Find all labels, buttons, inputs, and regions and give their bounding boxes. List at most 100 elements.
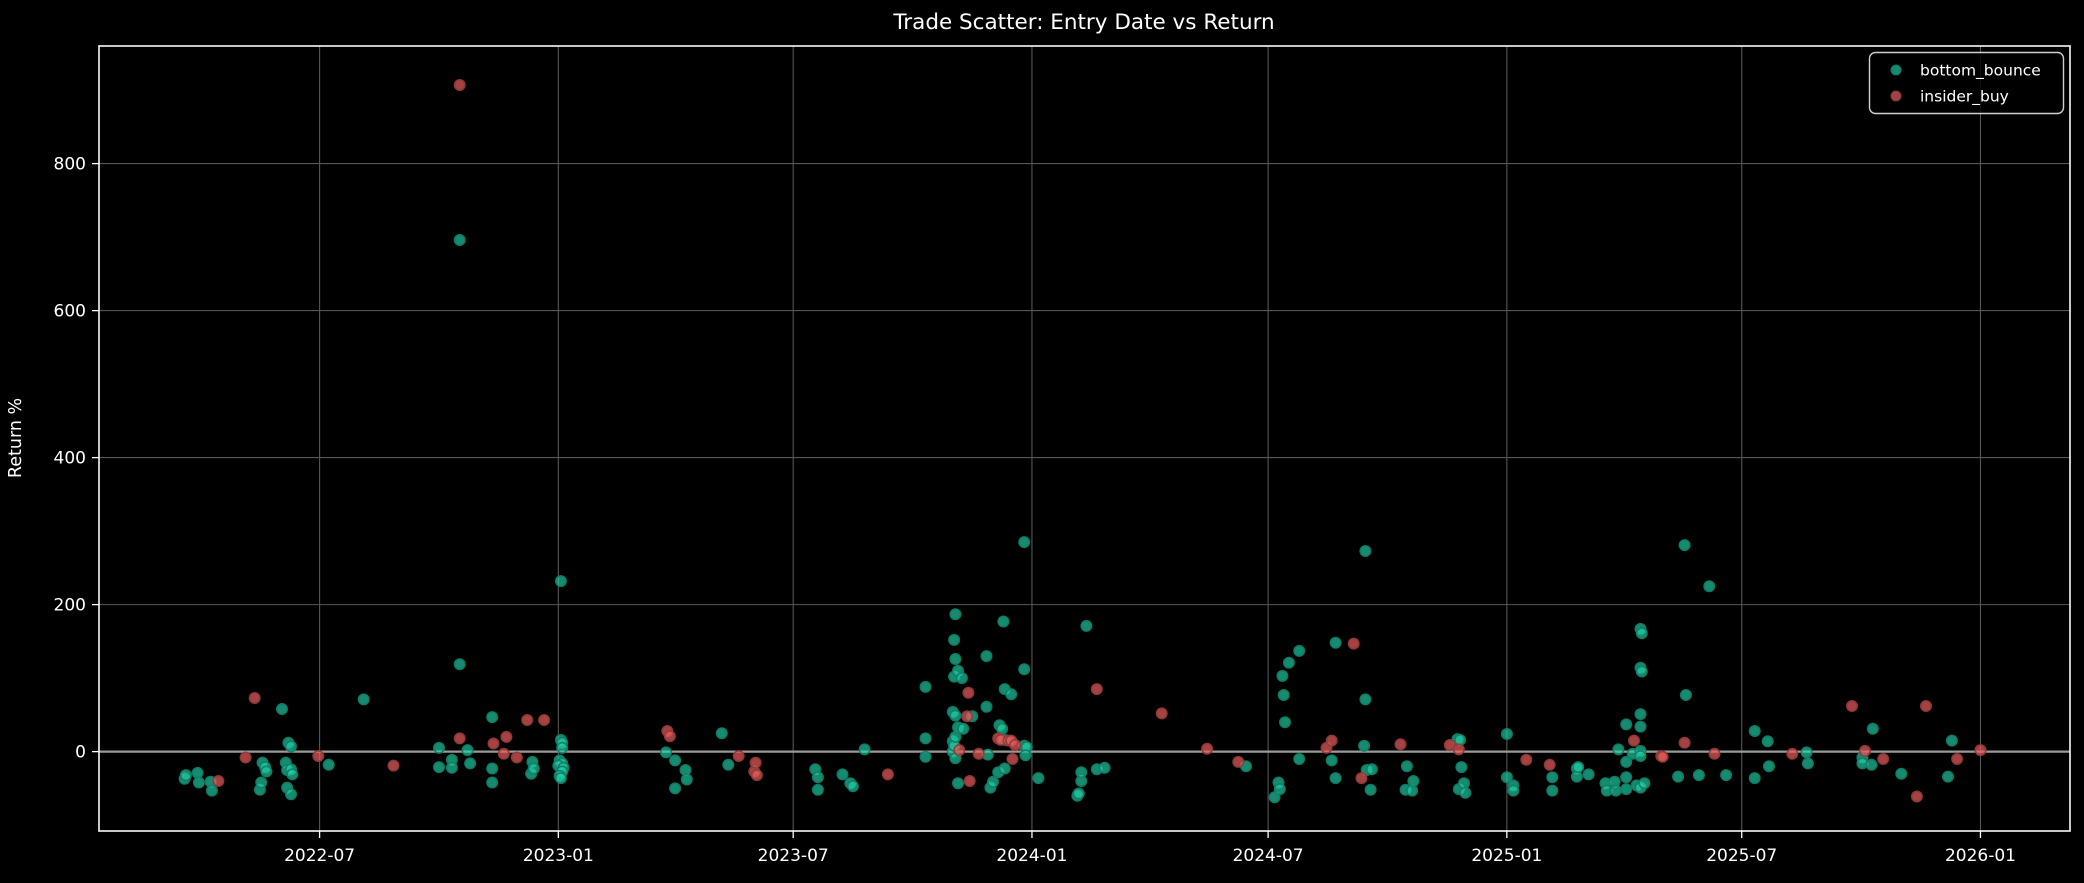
scatter-point bbox=[919, 680, 932, 693]
scatter-point bbox=[1786, 747, 1799, 760]
scatter-point bbox=[1846, 699, 1859, 712]
scatter-point bbox=[453, 658, 466, 671]
scatter-point bbox=[1678, 736, 1691, 749]
scatter-point bbox=[1895, 767, 1908, 780]
scatter-point bbox=[527, 762, 540, 775]
scatter-point bbox=[1500, 771, 1513, 784]
scatter-points-layer bbox=[178, 79, 1987, 804]
scatter-point bbox=[1282, 656, 1295, 669]
scatter-point bbox=[497, 747, 510, 760]
scatter-point bbox=[962, 686, 975, 699]
plot-border bbox=[98, 45, 2071, 832]
scatter-point bbox=[663, 730, 676, 743]
scatter-point bbox=[212, 774, 225, 787]
scatter-point bbox=[1609, 784, 1622, 797]
scatter-point bbox=[1620, 718, 1633, 731]
scatter-point bbox=[998, 762, 1011, 775]
scatter-point bbox=[1942, 770, 1955, 783]
y-tick-label: 800 bbox=[54, 155, 86, 175]
scatter-point bbox=[487, 737, 500, 750]
scatter-point bbox=[949, 608, 962, 621]
scatter-point bbox=[1080, 619, 1093, 632]
scatter-point bbox=[1273, 783, 1286, 796]
legend-marker-bottom-bounce bbox=[1890, 64, 1902, 76]
scatter-point bbox=[1620, 755, 1633, 768]
scatter-point bbox=[1293, 752, 1306, 765]
scatter-point bbox=[1201, 742, 1214, 755]
x-tick-label: 2024-01 bbox=[996, 846, 1067, 866]
scatter-point bbox=[1452, 743, 1465, 756]
scatter-point bbox=[680, 773, 693, 786]
scatter-point bbox=[1325, 754, 1338, 767]
scatter-point bbox=[1859, 744, 1872, 757]
scatter-point bbox=[205, 784, 218, 797]
scatter-point bbox=[1359, 693, 1372, 706]
legend: bottom_bounce insider_buy bbox=[1868, 51, 2065, 115]
scatter-point bbox=[1572, 761, 1585, 774]
scatter-point bbox=[284, 740, 297, 753]
scatter-point bbox=[1628, 734, 1641, 747]
scatter-point bbox=[453, 234, 466, 247]
scatter-point bbox=[1546, 784, 1559, 797]
scatter-point bbox=[732, 749, 745, 762]
y-tick-label: 600 bbox=[54, 302, 86, 322]
scatter-point bbox=[980, 700, 993, 713]
scatter-point bbox=[1656, 750, 1669, 763]
scatter-point bbox=[357, 693, 370, 706]
scatter-point bbox=[322, 758, 335, 771]
scatter-point bbox=[1500, 727, 1513, 740]
scatter-point bbox=[255, 776, 268, 789]
scatter-point bbox=[248, 691, 261, 704]
scatter-point bbox=[387, 759, 400, 772]
scatter-point bbox=[284, 788, 297, 801]
scatter-point bbox=[1620, 783, 1633, 796]
legend-label-bottom-bounce: bottom_bounce bbox=[1920, 62, 2041, 81]
scatter-point bbox=[858, 743, 871, 756]
scatter-point bbox=[846, 780, 859, 793]
tick-marks-layer bbox=[92, 162, 1982, 838]
scatter-point bbox=[1018, 663, 1031, 676]
scatter-point bbox=[1800, 746, 1813, 759]
scatter-point bbox=[679, 763, 692, 776]
scatter-point bbox=[1865, 758, 1878, 771]
scatter-point bbox=[1634, 720, 1647, 733]
scatter-point bbox=[486, 711, 499, 724]
scatter-point bbox=[312, 749, 325, 762]
scatter-point bbox=[1329, 636, 1342, 649]
scatter-point bbox=[239, 751, 252, 764]
scatter-point bbox=[1155, 707, 1168, 720]
scatter-point bbox=[453, 79, 466, 92]
scatter-point bbox=[275, 702, 288, 715]
scatter-point bbox=[1406, 784, 1419, 797]
scatter-point bbox=[1279, 716, 1292, 729]
scatter-point bbox=[669, 754, 682, 767]
scatter-point bbox=[948, 633, 961, 646]
scatter-point bbox=[445, 761, 458, 774]
scatter-point bbox=[955, 672, 968, 685]
scatter-point bbox=[1748, 724, 1761, 737]
scatter-point bbox=[1090, 683, 1103, 696]
scatter-point bbox=[669, 782, 682, 795]
scatter-point bbox=[1866, 722, 1879, 735]
scatter-point bbox=[1006, 752, 1019, 765]
grid-layer bbox=[99, 46, 2070, 831]
scatter-point bbox=[192, 776, 205, 789]
scatter-point bbox=[1364, 783, 1377, 796]
scatter-point bbox=[1679, 688, 1692, 701]
scatter-point bbox=[1005, 688, 1018, 701]
chart-title: Trade Scatter: Entry Date vs Return bbox=[892, 10, 1274, 35]
scatter-point bbox=[1877, 752, 1890, 765]
scatter-point bbox=[1910, 790, 1923, 803]
scatter-point bbox=[554, 575, 567, 588]
scatter-point bbox=[1543, 758, 1556, 771]
x-tick-label: 2024-07 bbox=[1233, 846, 1304, 866]
scatter-point bbox=[1325, 734, 1338, 747]
scatter-point bbox=[1692, 769, 1705, 782]
scatter-point bbox=[1703, 580, 1716, 593]
y-tick-label: 0 bbox=[75, 743, 86, 763]
scatter-point bbox=[980, 650, 993, 663]
y-axis-label: Return % bbox=[6, 398, 26, 478]
scatter-point bbox=[260, 765, 273, 778]
scatter-point bbox=[1612, 743, 1625, 756]
